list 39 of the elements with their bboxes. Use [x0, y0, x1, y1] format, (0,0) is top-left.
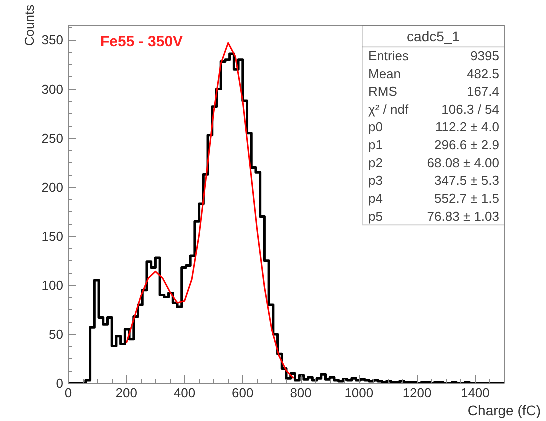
annotation: p2 — [368, 155, 383, 170]
x-tick-label: 800 — [290, 386, 312, 400]
y-tick-label: 150 — [42, 228, 64, 244]
annotation: 482.5 — [466, 66, 500, 82]
annotation: 68.08 ± 4.00 — [427, 155, 500, 170]
y-tick-label: 100 — [42, 278, 64, 293]
x-tick-label: 600 — [232, 386, 254, 400]
annotation: p5 — [368, 208, 383, 224]
annotation: cadc5_1 — [407, 28, 460, 44]
y-tick-label: 0 — [56, 376, 64, 391]
annotation: Fe55 - 350V — [100, 34, 184, 51]
annotation: 112.2 ± 4.0 — [436, 120, 500, 135]
annotation: 76.83 ± 1.03 — [427, 208, 500, 224]
x-tick-label: 1400 — [460, 386, 490, 400]
annotation: 296.6 ± 2.9 — [434, 138, 500, 153]
annotation: p1 — [368, 138, 383, 153]
annotation: Mean — [368, 66, 402, 82]
y-tick-label: 250 — [42, 130, 64, 146]
annotation: RMS — [368, 84, 398, 100]
y-tick-label: 350 — [42, 32, 64, 48]
annotation: Entries — [368, 48, 410, 64]
annotation: 167.4 — [466, 84, 500, 100]
x-axis-title: Charge (fC) — [468, 402, 542, 418]
y-tick-label: 50 — [49, 326, 64, 342]
annotation: 552.7 ± 1.5 — [434, 190, 500, 206]
x-tick-label: 200 — [116, 386, 138, 400]
annotation: 347.5 ± 5.3 — [434, 173, 500, 188]
x-tick-label: 1000 — [344, 386, 374, 400]
y-axis-title: Counts — [22, 4, 37, 46]
annotation: χ² / ndf — [368, 102, 409, 117]
x-tick-label: 400 — [174, 386, 196, 400]
x-tick-label: 1200 — [402, 386, 432, 400]
annotation: p4 — [368, 190, 383, 206]
annotation: 9395 — [470, 48, 500, 64]
annotation: p3 — [368, 173, 383, 188]
y-tick-label: 200 — [42, 180, 64, 195]
y-tick-label: 300 — [42, 82, 64, 97]
annotation: 106.3 / 54 — [442, 102, 500, 117]
annotation: p0 — [368, 120, 383, 135]
